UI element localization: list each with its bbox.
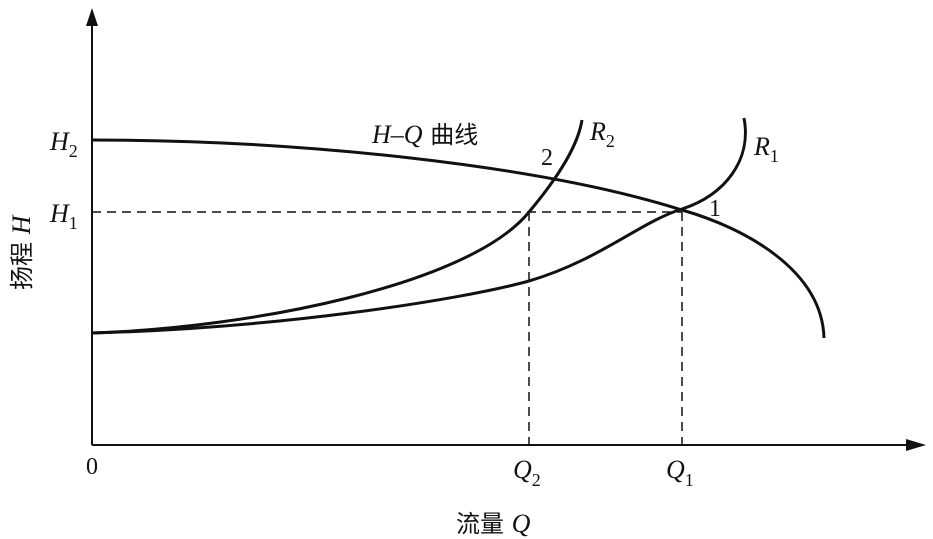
origin-label: 0 <box>86 454 98 480</box>
y-axis-arrowhead <box>86 8 98 26</box>
x-axis-title: 流量 Q <box>456 509 531 538</box>
q2-label: Q2 <box>513 455 541 490</box>
x-axis-arrowhead <box>906 439 926 451</box>
q1-label: Q1 <box>666 455 694 490</box>
operating-point-2-label: 2 <box>541 145 553 171</box>
r1-label: R1 <box>753 132 779 166</box>
h1-label: H1 <box>49 199 78 233</box>
r2-system-curve <box>91 119 584 335</box>
hq-curve <box>91 138 826 339</box>
r2-label: R2 <box>589 117 615 151</box>
y-axis-title: 扬程 H <box>7 214 36 290</box>
r1-system-curve <box>91 117 747 335</box>
hq-curve-label: H–Q 曲线 <box>371 120 478 149</box>
h2-label: H2 <box>49 127 78 161</box>
operating-point-1-label: 1 <box>709 196 721 222</box>
